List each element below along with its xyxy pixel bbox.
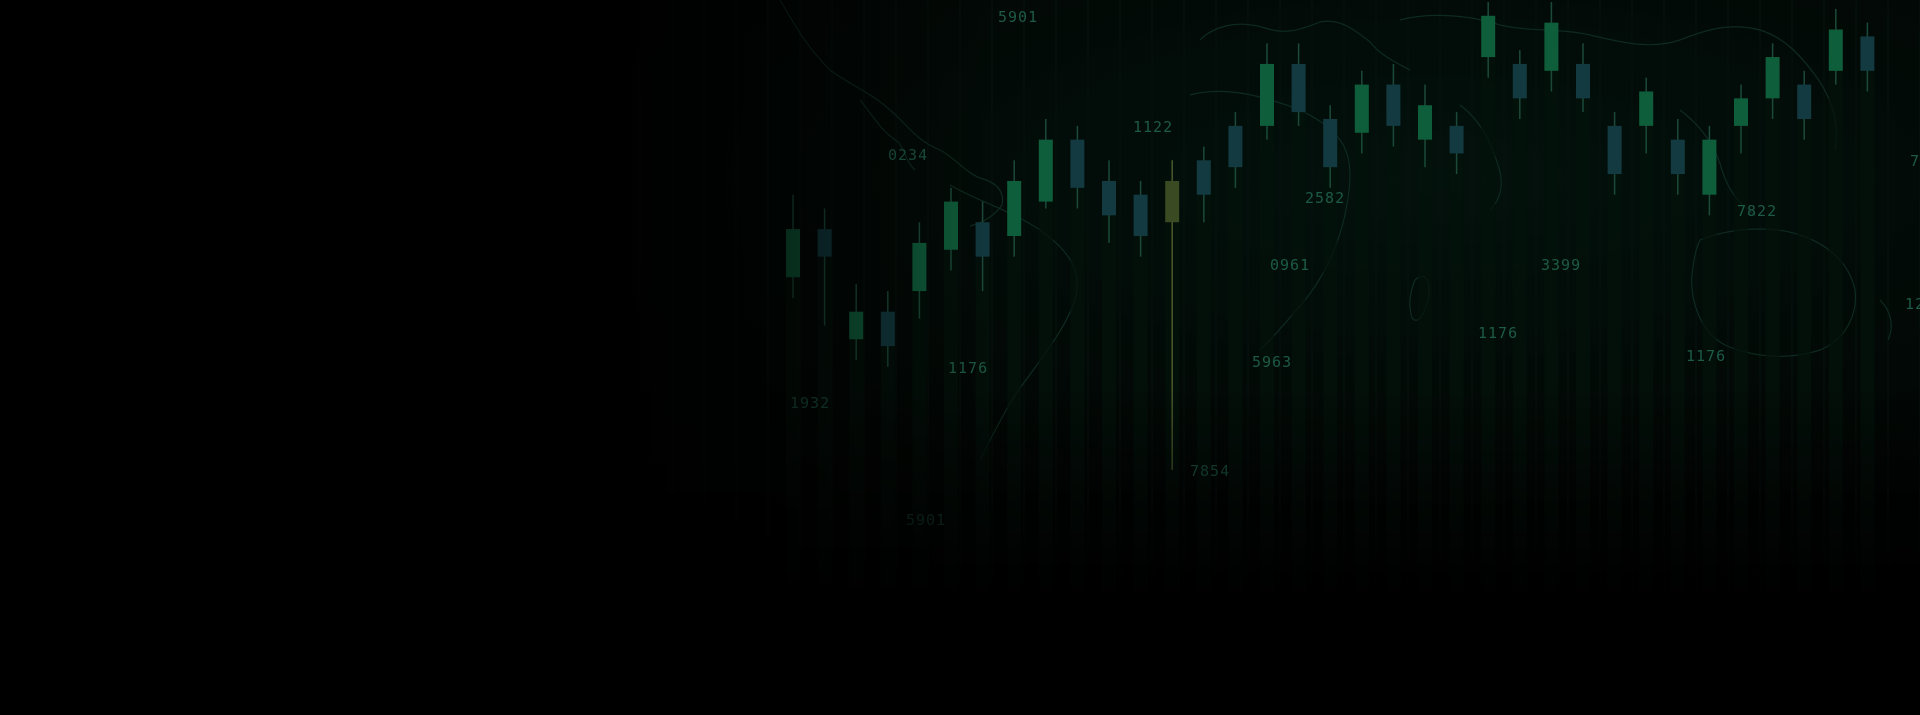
map-continent-asia xyxy=(1399,14,1837,151)
candle-body-bullish xyxy=(1702,139,1717,195)
candle-body-bullish xyxy=(786,229,800,278)
candle-body-bearish xyxy=(1291,63,1306,113)
candle-body-bullish xyxy=(1828,29,1843,71)
map-continent-australia xyxy=(1691,228,1857,357)
volume-bar xyxy=(1639,125,1654,715)
volume-bar xyxy=(1291,112,1306,715)
ticker-number: 7822 xyxy=(1737,202,1777,220)
candle-body-bullish xyxy=(849,311,864,340)
volume-bar xyxy=(1576,98,1590,715)
candle-body-bearish xyxy=(880,311,895,347)
volume-bar xyxy=(1860,70,1875,715)
volume-bar xyxy=(1102,215,1116,715)
ticker-number: 1122 xyxy=(1133,118,1173,136)
volume-bar xyxy=(1418,139,1432,715)
map-continent-north-america xyxy=(779,0,1004,227)
volume-bar xyxy=(1765,98,1780,715)
ticker-number: 7854 xyxy=(1190,462,1230,480)
candle-body-bullish xyxy=(1639,91,1654,126)
ticker-number: 2582 xyxy=(1305,189,1345,207)
candle-body-bearish xyxy=(1133,194,1148,236)
candle-body-bearish xyxy=(817,229,832,257)
volume-bar xyxy=(1070,187,1085,715)
map-island-new-zealand xyxy=(1879,299,1892,341)
candle-body-bearish xyxy=(1228,125,1243,168)
candle-body-bearish xyxy=(1386,84,1401,126)
volume-bar xyxy=(1828,70,1843,715)
candle-body-bullish xyxy=(912,242,927,292)
candle-body-bearish xyxy=(1797,84,1812,119)
volume-bar xyxy=(1386,125,1401,715)
ticker-number: 1176 xyxy=(948,359,988,377)
ticker-number: 3399 xyxy=(1541,256,1581,274)
candle-body-bullish xyxy=(1544,22,1559,71)
candle-body-bullish xyxy=(1765,57,1780,99)
volume-bar xyxy=(1354,132,1369,715)
volume-bar xyxy=(1670,174,1685,715)
ticker-number: 0961 xyxy=(1270,256,1310,274)
volume-bar xyxy=(1481,57,1496,715)
volume-bar xyxy=(1449,153,1464,715)
ticker-number: 12 xyxy=(1905,295,1920,313)
volume-bar xyxy=(1038,201,1053,715)
candle-body-bearish xyxy=(975,222,990,257)
volume-bar xyxy=(880,346,895,715)
candle-body-bearish xyxy=(1323,119,1338,168)
candle-body-bullish xyxy=(1418,105,1432,140)
candle-body-bullish xyxy=(1260,63,1274,126)
candle-body-bullish xyxy=(1038,139,1053,202)
candle-body-bullish xyxy=(944,201,958,250)
volume-bar xyxy=(1007,236,1022,715)
volume-bar xyxy=(1797,119,1812,715)
volume-bar xyxy=(912,291,927,715)
volume-bar xyxy=(1260,125,1274,715)
volume-bar xyxy=(1133,236,1148,715)
candle-body-bearish xyxy=(1512,63,1527,99)
volume-bar xyxy=(944,249,958,715)
volume-bar xyxy=(975,256,990,715)
volume-bar xyxy=(1196,194,1211,715)
volume-bar xyxy=(1228,167,1243,715)
ticker-number: 7 xyxy=(1910,152,1920,170)
volume-bar xyxy=(1512,98,1527,715)
candle-body-bearish xyxy=(1449,125,1464,154)
ticker-number: 1176 xyxy=(1686,347,1726,365)
volume-bar xyxy=(1702,194,1717,715)
volume-bar xyxy=(786,277,800,715)
volume-bar xyxy=(849,339,864,715)
candle-body-bullish xyxy=(1734,98,1748,126)
ticker-number: 5901 xyxy=(998,8,1038,26)
map-region-south-asia xyxy=(1459,104,1502,211)
candle-body-bullish xyxy=(1165,180,1180,223)
candle-body-bullish xyxy=(1481,15,1496,58)
candle-body-bullish xyxy=(1007,180,1022,236)
ticker-number: 1176 xyxy=(1478,324,1518,342)
map-continent-europe xyxy=(1199,20,1411,71)
candle-body-bearish xyxy=(1670,139,1685,175)
candle-body-bullish xyxy=(1354,84,1369,133)
candle-body-bearish xyxy=(1102,180,1116,216)
volume-bar xyxy=(1607,174,1622,715)
ticker-number: 5963 xyxy=(1252,353,1292,371)
ticker-number: 1932 xyxy=(790,394,830,412)
candle-body-bearish xyxy=(1196,160,1211,195)
candle-body-bearish xyxy=(1576,63,1590,99)
candle-body-bearish xyxy=(1070,139,1085,188)
candle-body-bearish xyxy=(1860,36,1875,71)
ticker-number: 0234 xyxy=(888,146,928,164)
volume-bar xyxy=(1544,70,1559,715)
ticker-number: 5901 xyxy=(906,511,946,529)
candle-body-bearish xyxy=(1607,125,1622,175)
volume-bar xyxy=(1323,167,1338,715)
